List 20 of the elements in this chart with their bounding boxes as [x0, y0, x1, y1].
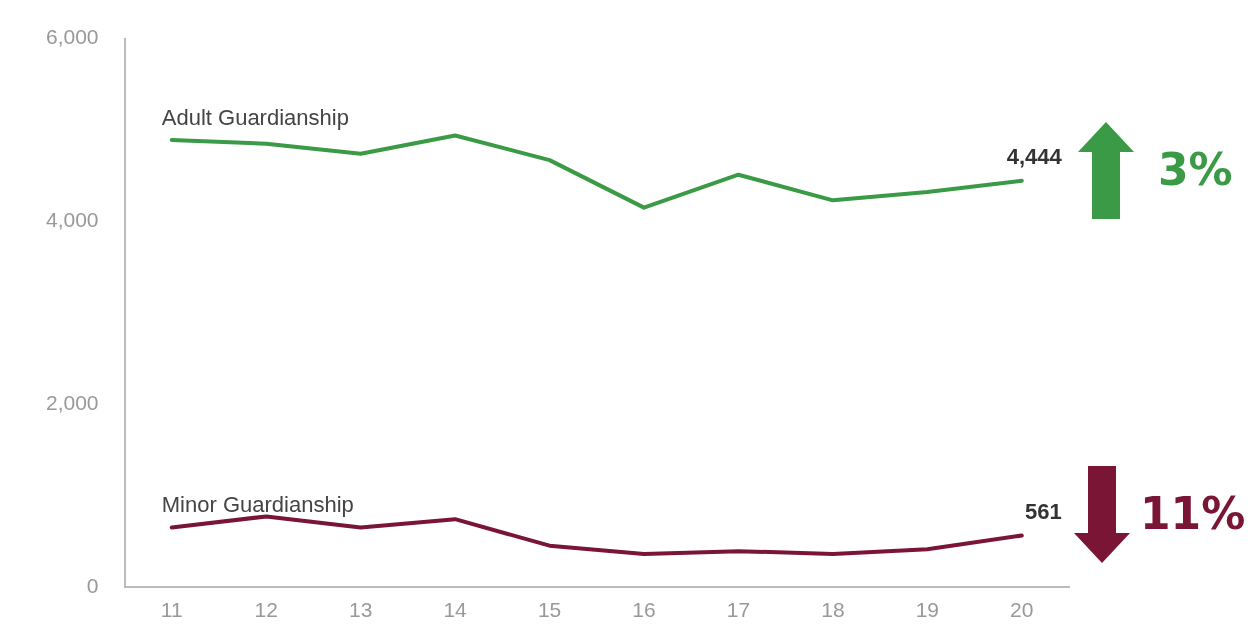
x-tick-label: 13 [348, 598, 373, 622]
x-tick-label: 20 [1010, 598, 1034, 622]
x-tick-label: 16 [632, 598, 656, 622]
x-tick-label: 11 [160, 598, 183, 622]
x-tick-label: 18 [821, 598, 845, 622]
y-tick-label: 2,000 [45, 390, 99, 414]
series-label: Adult Guardianship [161, 105, 349, 131]
text: 11% [1140, 488, 1246, 539]
series-label: Minor Guardianship [161, 492, 354, 518]
y-tick-label: 0 [86, 573, 99, 597]
data-label: 561 [1025, 498, 1062, 524]
x-tick-label: 19 [915, 598, 940, 622]
y-tick-label: 6,000 [45, 25, 99, 49]
x-tick-label: 17 [726, 598, 751, 622]
text: 3% [1158, 144, 1233, 195]
x-tick-label: 14 [443, 598, 468, 622]
data-label: 4,444 [1006, 143, 1063, 169]
y-tick-label: 4,000 [45, 208, 99, 232]
x-tick-label: 12 [254, 598, 278, 622]
x-tick-label: 15 [537, 598, 562, 622]
